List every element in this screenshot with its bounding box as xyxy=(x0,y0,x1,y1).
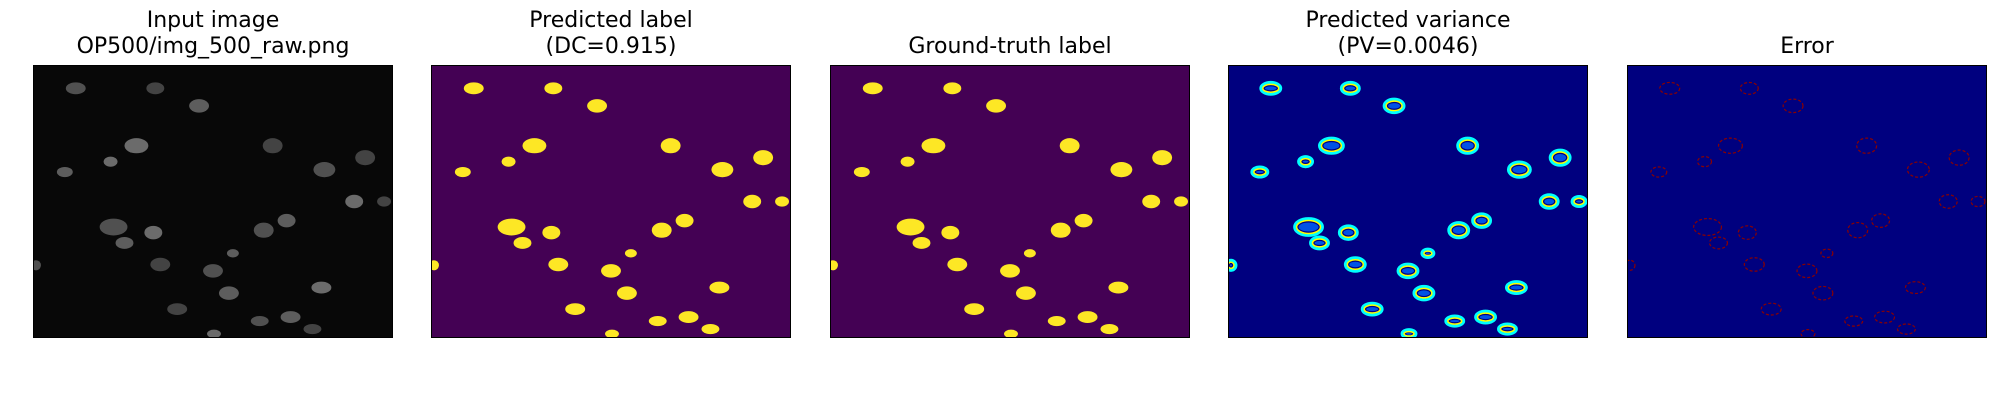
title-line: OP500/img_500_raw.png xyxy=(76,34,350,59)
title-line: Ground-truth label xyxy=(908,34,1112,59)
panel-title: Error xyxy=(1587,34,2000,60)
error-map xyxy=(1628,66,1986,337)
panel-predicted-variance: Predicted variance (PV=0.0046) xyxy=(1228,0,1588,400)
title-line: Predicted label xyxy=(529,8,693,33)
predicted-label-image xyxy=(432,66,790,337)
input-image xyxy=(34,66,392,337)
image-axes xyxy=(33,65,393,338)
title-line: Predicted variance xyxy=(1305,8,1511,33)
panel-title: Predicted variance (PV=0.0046) xyxy=(1188,8,1628,60)
image-axes xyxy=(830,65,1190,338)
variance-map xyxy=(1229,66,1587,337)
title-line: (PV=0.0046) xyxy=(1337,34,1479,59)
title-line: Input image xyxy=(146,8,280,33)
panel-predicted-label: Predicted label (DC=0.915) xyxy=(431,0,791,400)
title-line: Error xyxy=(1780,34,1834,59)
panel-title: Predicted label (DC=0.915) xyxy=(391,8,831,60)
image-axes xyxy=(431,65,791,338)
ground-truth-image xyxy=(831,66,1189,337)
panel-title: Ground-truth label xyxy=(790,34,1230,60)
panel-ground-truth-label: Ground-truth label xyxy=(830,0,1190,400)
image-axes xyxy=(1627,65,1987,338)
title-line: (DC=0.915) xyxy=(545,34,677,59)
panel-error: Error xyxy=(1627,0,1987,400)
panel-input-image: Input image OP500/img_500_raw.png xyxy=(33,0,393,400)
panel-title: Input image OP500/img_500_raw.png xyxy=(0,8,433,60)
image-axes xyxy=(1228,65,1588,338)
